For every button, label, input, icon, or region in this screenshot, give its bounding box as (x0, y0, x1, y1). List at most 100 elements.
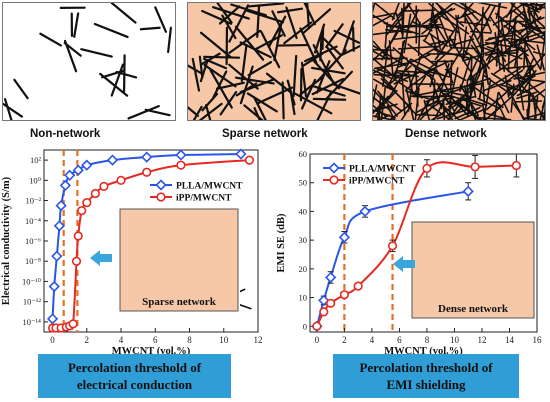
data-point (116, 175, 126, 185)
data-point (470, 162, 480, 172)
cnt-stick (513, 100, 543, 103)
cnt-stick (478, 45, 483, 77)
cnt-stick (490, 72, 516, 90)
x-axis-label: MWCNT (vol.%) (384, 346, 463, 357)
cnt-stick (539, 95, 545, 120)
cnt-stick (462, 26, 468, 59)
cnt-stick (228, 4, 250, 43)
cnt-stick (292, 54, 298, 98)
cnt-stick (518, 74, 545, 99)
inset-cnt-stick (240, 304, 252, 310)
cnt-stick (276, 43, 309, 47)
x-tick-label: 8 (425, 335, 430, 345)
cnt-stick (198, 102, 223, 120)
cnt-stick (470, 30, 492, 34)
cnt-stick (529, 3, 545, 9)
cnt-stick (373, 84, 378, 106)
cnt-stick (139, 26, 161, 31)
x-tick-label: 14 (505, 335, 515, 345)
cnt-stick (447, 105, 464, 120)
x-tick-label: 10 (219, 335, 229, 345)
cnt-stick (466, 75, 475, 116)
cnt-stick (377, 114, 391, 120)
cnt-stick (507, 76, 530, 97)
cnt-stick (503, 10, 525, 28)
caption-emi-shielding: Percolation threshold of EMI shielding (333, 354, 519, 398)
cnt-stick (221, 14, 237, 40)
cnt-stick (438, 15, 453, 50)
cnt-stick (243, 104, 264, 120)
cnt-stick (340, 44, 360, 57)
cnt-stick (504, 75, 510, 99)
cnt-stick (3, 98, 13, 120)
data-point (338, 231, 351, 243)
data-point (319, 307, 329, 317)
cnt-stick (431, 18, 447, 42)
cnt-stick (532, 3, 538, 23)
data-point (326, 298, 336, 308)
cnt-stick (253, 97, 267, 120)
cnt-stick (211, 6, 250, 20)
cnt-stick (445, 95, 476, 106)
cnt-stick (199, 59, 209, 83)
cnt-stick (414, 87, 420, 120)
inset-background (411, 221, 535, 319)
cnt-stick (507, 3, 514, 33)
cnt-stick (463, 49, 487, 67)
cnt-stick (540, 30, 545, 70)
cnt-stick (436, 109, 467, 120)
cnt-stick (478, 68, 486, 101)
cnt-stick (293, 92, 333, 115)
cnt-stick (313, 23, 326, 54)
cnt-stick (416, 98, 440, 113)
cnt-stick (247, 3, 285, 8)
data-point (68, 319, 78, 329)
x-tick-label: 0 (50, 335, 55, 345)
cnt-stick (498, 20, 525, 23)
x-tick-label: 10 (450, 335, 460, 345)
cnt-stick (455, 14, 463, 48)
cnt-stick (315, 60, 331, 94)
data-point (462, 185, 474, 197)
cnt-stick (482, 12, 493, 33)
y-tick-label: 60 (299, 149, 308, 159)
x-tick-label: 16 (533, 335, 543, 345)
cnt-stick (302, 8, 332, 35)
cnt-stick (373, 14, 389, 26)
cnt-stick (203, 57, 228, 70)
data-point (359, 205, 371, 218)
y-tick-label: 10⁻⁴ (25, 216, 41, 226)
x-tick-label: 2 (85, 335, 90, 345)
cnt-stick (122, 54, 126, 93)
y-tick-label: 10⁻⁸ (25, 256, 41, 266)
cnt-stick (424, 16, 440, 41)
arrow-icon (90, 250, 112, 266)
y-tick-label: 10⁰ (29, 175, 42, 185)
panel-non-network (2, 2, 176, 121)
cnt-stick (342, 20, 355, 53)
cnt-stick (395, 12, 404, 37)
cnt-stick (459, 21, 490, 27)
panel-background (188, 3, 360, 120)
x-tick-label: 6 (397, 335, 402, 345)
cnt-stick (312, 44, 336, 86)
cnt-stick (209, 69, 233, 109)
data-point (82, 197, 92, 208)
cnt-stick (485, 40, 501, 61)
cnt-stick (215, 81, 245, 90)
cnt-stick (373, 3, 376, 14)
cnt-canvas-non-network (3, 3, 175, 120)
cnt-stick (401, 73, 406, 116)
cnt-stick (482, 81, 486, 104)
cnt-stick (188, 64, 205, 76)
chart-emi-shielding: Dense network 0 2 4 6 8 10 12 14 16 0 10 20 30 40 50 60 M… (276, 149, 543, 357)
data-point (72, 164, 84, 176)
data-point (53, 220, 66, 232)
cnt-stick (456, 100, 483, 120)
cnt-stick (461, 3, 475, 18)
cnt-stick (384, 29, 400, 53)
cnt-stick (203, 63, 237, 88)
caption-right-line2: EMI shielding (386, 377, 466, 392)
legend-label: PLLA/MWCNT (176, 182, 243, 192)
cnt-stick (486, 27, 504, 66)
